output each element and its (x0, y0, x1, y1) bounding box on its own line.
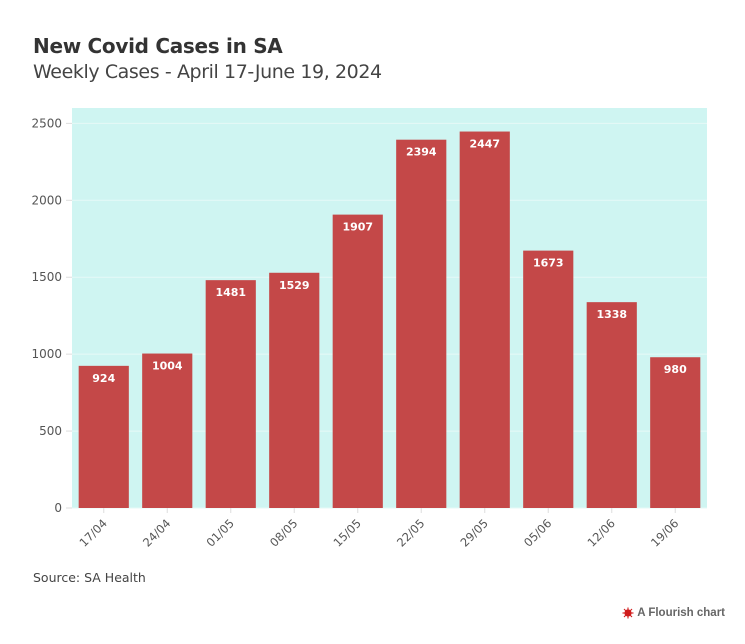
bar-24-04[interactable] (142, 353, 193, 508)
bar-08-05[interactable] (269, 272, 320, 508)
x-tick-label: 15/05 (331, 516, 364, 549)
x-tick-label: 19/06 (648, 516, 681, 549)
bar-22-05[interactable] (396, 139, 447, 508)
bar-29-05[interactable] (459, 131, 510, 509)
y-axis-ticks: 0 500 1000 1500 2000 2500 (31, 116, 72, 515)
x-tick-label: 24/04 (140, 516, 173, 549)
y-tick-label: 500 (39, 424, 62, 438)
x-tick-label: 05/06 (521, 516, 554, 549)
bar-value-label: 1529 (279, 279, 310, 292)
flourish-credit-text: A Flourish chart (637, 607, 725, 619)
flourish-credit-link[interactable]: A Flourish chart (622, 607, 725, 619)
bar-15-05[interactable] (332, 214, 383, 508)
x-axis-ticks: 17/04 24/04 01/05 08/05 15/05 22/05 29/05 05/06… (77, 508, 681, 550)
bar-value-label: 1673 (533, 257, 564, 270)
y-tick-label: 1500 (31, 270, 62, 284)
bar-labels: 924 1004 1481 1529 1907 2394 2447 1673 1338 980 (92, 138, 687, 385)
flourish-logo-icon (622, 607, 634, 619)
y-tick-label: 2500 (31, 116, 62, 130)
bar-01-05[interactable] (205, 280, 256, 508)
bars (78, 131, 701, 509)
bar-17-04[interactable] (78, 365, 129, 508)
bar-05-06[interactable] (523, 250, 574, 508)
y-tick-label: 0 (54, 501, 62, 515)
source-note: Source: SA Health (33, 570, 146, 585)
bar-value-label: 1481 (215, 286, 246, 299)
y-tick-label: 1000 (31, 347, 62, 361)
x-tick-label: 17/04 (77, 516, 110, 549)
chart-subtitle: Weekly Cases - April 17-June 19, 2024 (33, 61, 382, 83)
bar-value-label: 1338 (596, 308, 627, 321)
x-tick-label: 12/06 (585, 516, 618, 549)
bar-value-label: 924 (92, 372, 115, 385)
bar-value-label: 1004 (152, 360, 183, 373)
bar-value-label: 2447 (469, 138, 500, 151)
bar-value-label: 980 (664, 363, 687, 376)
x-tick-label: 01/05 (204, 516, 237, 549)
y-tick-label: 2000 (31, 193, 62, 207)
chart-title: New Covid Cases in SA (33, 34, 283, 58)
x-tick-label: 29/05 (458, 516, 491, 549)
x-tick-label: 22/05 (394, 516, 427, 549)
bar-value-label: 1907 (342, 221, 373, 234)
x-tick-label: 08/05 (267, 516, 300, 549)
bar-19-06[interactable] (650, 357, 701, 508)
bar-value-label: 2394 (406, 146, 437, 159)
bar-12-06[interactable] (586, 302, 637, 508)
